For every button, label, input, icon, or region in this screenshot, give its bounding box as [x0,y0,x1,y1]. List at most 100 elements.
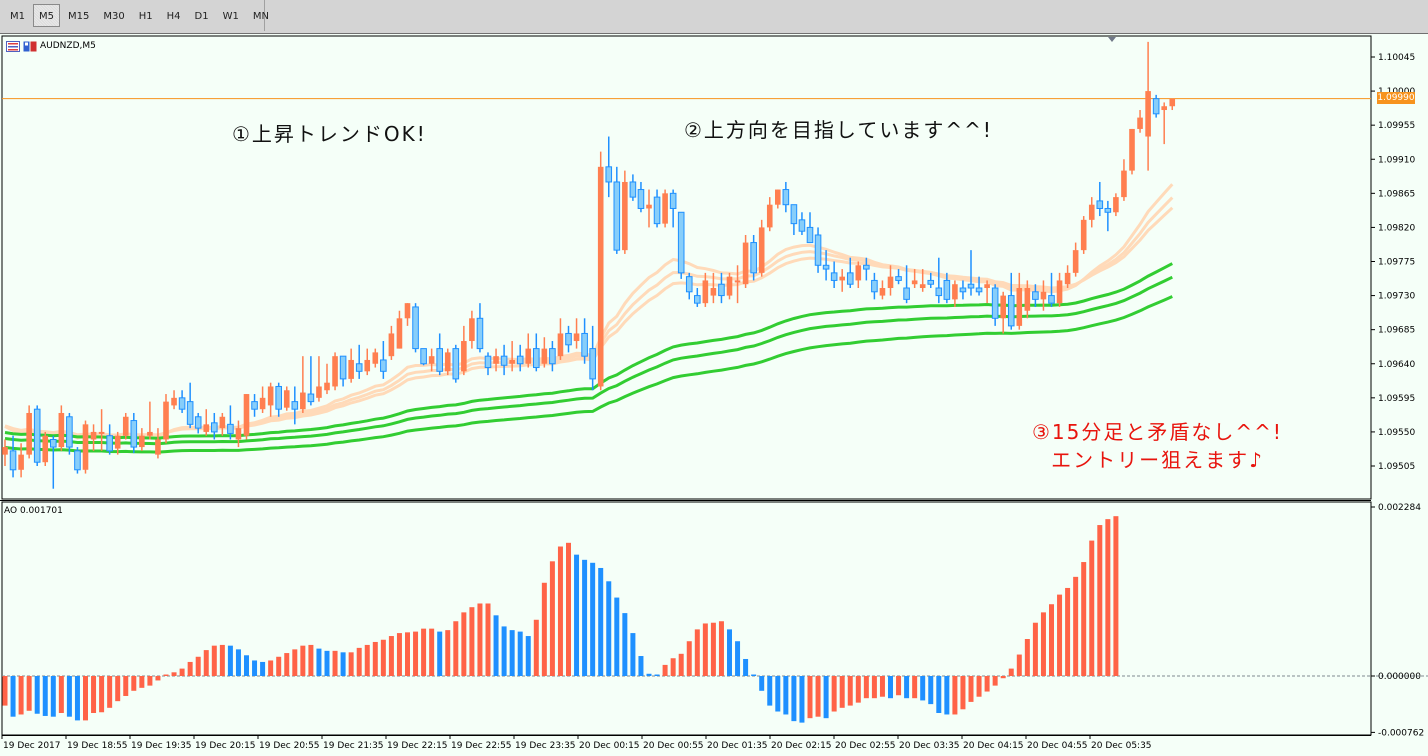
candle [927,272,935,289]
timeframe-button-m5[interactable]: M5 [33,4,60,27]
ao-bar [1049,604,1054,676]
ao-bar [1065,587,1071,676]
timeframe-button-w1[interactable]: W1 [222,11,239,22]
candle [895,269,902,285]
annotation-entry-line1: ③15分足と矛盾なし^^! [1032,420,1283,444]
candle [114,431,121,455]
candle [98,409,105,451]
ao-bar [1016,654,1022,676]
ao-bar [211,645,217,676]
ao-bar [767,676,773,706]
ao-bar [429,628,435,676]
ao-bar [855,676,861,703]
ao-bar [751,674,757,676]
price-axis-label: 1.10045 [1378,53,1415,63]
time-axis-label: 20 Dec 00:55 [643,741,704,751]
chart-template-icon [23,41,37,51]
candle [766,197,773,232]
candle [967,250,975,296]
candle [710,272,717,304]
candle [863,257,870,281]
timeframe-button-m15[interactable]: M15 [68,11,90,22]
timeframe-button-mn[interactable]: MN [252,11,269,22]
chart-shift-marker[interactable] [1108,37,1116,42]
ao-bar [284,653,290,676]
candle [565,325,572,353]
candle [855,261,862,289]
candle [122,412,129,440]
ao-bar [759,676,765,691]
ao-bar [630,633,636,676]
candle [726,272,733,300]
candle [637,181,645,213]
ao-bar [944,676,950,715]
candle [500,344,508,376]
candle [493,348,499,372]
ao-bar [123,676,129,696]
price-axis-label: 1.09775 [1378,258,1415,268]
price-axis-label: 1.09865 [1378,189,1415,199]
candle [42,431,49,466]
candle [130,412,138,454]
candle [525,333,532,368]
time-axis-label: 19 Dec 19:35 [131,741,192,751]
candle [1121,159,1127,201]
candle [541,337,548,368]
time-axis-label: 20 Dec 04:15 [963,741,1024,751]
time-axis-label: 19 Dec 22:15 [387,741,448,751]
ao-bar [34,676,40,714]
ao-bar [316,648,322,676]
price-axis-label: 1.09550 [1378,428,1415,438]
time-axis-label: 20 Dec 02:55 [835,741,896,751]
candle [718,272,725,304]
candle [1088,197,1095,228]
ao-bar [91,676,97,713]
ao-bar [1113,516,1119,676]
ao-bar [992,676,998,686]
chart-window-icon [6,40,20,52]
ao-bar [1073,576,1079,676]
timeframe-button-m1[interactable]: M1 [10,11,25,22]
ao-bar [582,559,588,676]
candle [830,261,838,289]
candle [1000,291,1006,334]
annotation-entry-line2: エントリー狙えます♪ [1051,448,1264,472]
candle [984,280,990,304]
ao-bar [1000,676,1006,679]
ao-bar [445,630,451,676]
ao-bar [525,636,531,676]
chart-title: AUDNZD,M5 [6,40,96,52]
candle [251,394,258,417]
candle [1024,280,1031,319]
ao-bar [670,658,676,676]
ao-bar [421,628,427,676]
ao-bar [155,676,161,681]
ao-axis-label: 0.000000 [1378,672,1421,682]
ao-bar [904,676,910,699]
ao-bar [936,676,942,713]
ao-axis-label: -0.000762 [1378,728,1424,738]
timeframe-button-m30[interactable]: M30 [103,11,125,22]
ao-bar [308,644,314,676]
ao-bar [26,676,32,711]
ao-bar [678,653,684,676]
ao-bar [1024,639,1030,676]
candle [203,409,210,436]
ao-bar [477,603,483,676]
candle [1016,272,1023,330]
candle [396,310,403,349]
current-price-tag: 1.09990 [1377,92,1415,104]
ao-bar [662,664,668,676]
candle [509,341,515,372]
candle [677,211,685,279]
ao-bar [606,581,612,676]
candle [178,390,186,413]
candle [380,341,387,379]
timeframe-button-h4[interactable]: H4 [166,11,181,22]
ao-bar [437,631,443,676]
timeframe-button-h1[interactable]: H1 [138,11,153,22]
timeframe-button-d1[interactable]: D1 [194,11,209,22]
ao-bar [702,623,708,676]
candle [694,288,701,307]
